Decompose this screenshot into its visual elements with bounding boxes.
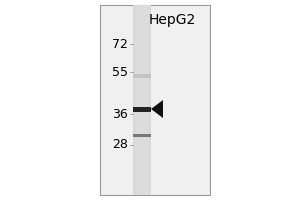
Text: 28: 28 [112,138,128,152]
Bar [133,106,151,112]
Text: HepG2: HepG2 [148,13,196,27]
Bar [133,74,151,78]
Text: 36: 36 [112,108,128,120]
Bar [133,5,151,195]
Bar [133,134,151,136]
Bar [100,5,210,195]
Text: 72: 72 [112,38,128,50]
Text: 55: 55 [112,66,128,78]
Polygon shape [151,100,163,118]
Bar [135,5,149,195]
